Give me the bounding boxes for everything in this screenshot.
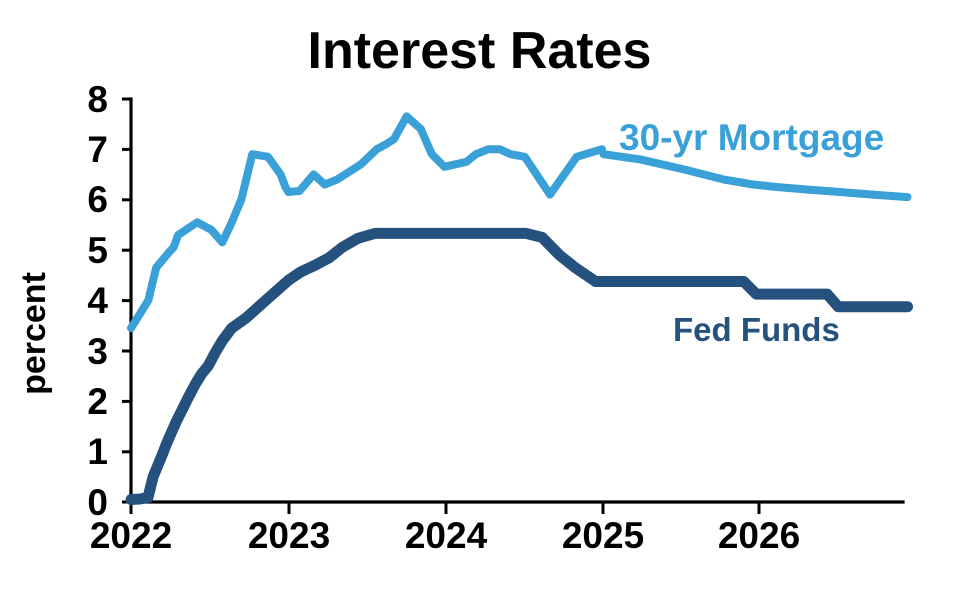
svg-text:8: 8: [87, 79, 108, 120]
svg-text:7: 7: [87, 129, 108, 170]
svg-text:2023: 2023: [248, 515, 330, 556]
svg-text:Fed Funds: Fed Funds: [673, 311, 840, 348]
svg-text:1: 1: [87, 431, 108, 472]
svg-text:30-yr Mortgage: 30-yr Mortgage: [619, 117, 884, 158]
svg-text:2025: 2025: [562, 515, 644, 556]
svg-text:4: 4: [87, 280, 108, 321]
svg-text:5: 5: [87, 230, 108, 271]
svg-text:2022: 2022: [90, 515, 172, 556]
svg-text:6: 6: [87, 179, 108, 220]
svg-text:3: 3: [87, 331, 108, 372]
svg-text:2: 2: [87, 381, 108, 422]
svg-text:2026: 2026: [718, 515, 800, 556]
svg-text:2024: 2024: [405, 515, 488, 556]
